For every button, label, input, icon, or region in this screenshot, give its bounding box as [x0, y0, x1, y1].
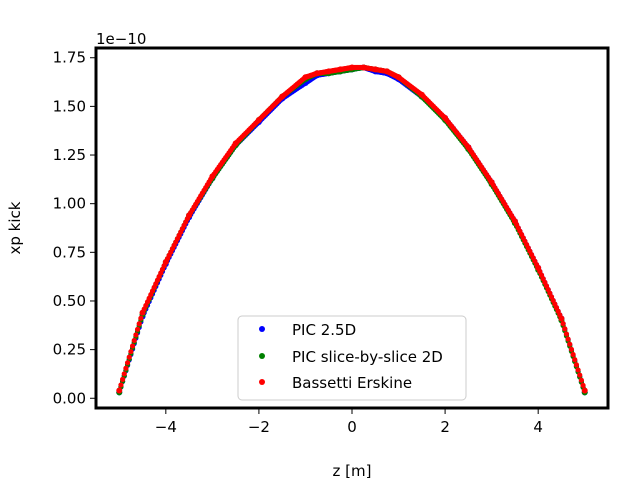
trace-dot	[563, 331, 570, 337]
data-point	[442, 115, 449, 122]
trace-dot	[570, 351, 576, 358]
trace-dot	[118, 382, 124, 388]
y-tick-label: 0.50	[53, 292, 86, 310]
trace-dot	[126, 354, 132, 360]
legend-label-pic-2-5d: PIC 2.5D	[292, 321, 356, 339]
trace-dot	[572, 357, 578, 363]
data-point	[302, 74, 309, 81]
y-tick-label: 0.75	[53, 243, 86, 261]
data-point	[255, 117, 262, 123]
data-point	[279, 93, 286, 100]
y-axis-label: xp kick	[6, 201, 24, 254]
trace-dot	[124, 360, 131, 366]
data-point	[360, 64, 367, 71]
y-tick-label: 1.50	[53, 97, 86, 115]
trace-dot	[578, 377, 585, 383]
trace-dot	[123, 365, 129, 371]
data-point	[209, 173, 216, 180]
data-point	[465, 144, 472, 151]
data-point	[337, 66, 344, 73]
trace-dot	[131, 337, 137, 344]
data-point	[558, 315, 565, 322]
data-point	[535, 264, 542, 271]
trace-dot	[120, 376, 126, 382]
data-point	[581, 387, 588, 394]
trace-dot	[562, 326, 568, 332]
trace-dot	[129, 343, 136, 349]
series-bassetti-erskine	[116, 64, 588, 394]
data-point	[314, 70, 321, 77]
data-point	[383, 68, 390, 75]
x-tick-label: 2	[440, 418, 450, 436]
x-axis-label: z [m]	[333, 462, 372, 480]
y-tick-label: 1.25	[53, 146, 86, 164]
x-tick-label: −2	[248, 418, 270, 436]
legend-marker-pic-slice-by-slice-2d	[259, 353, 265, 359]
legend-label-pic-slice-by-slice-2d: PIC slice-by-slice 2D	[292, 348, 443, 366]
y-tick-label: 0.00	[53, 389, 86, 407]
data-point	[372, 66, 379, 73]
trace-dot	[567, 341, 573, 347]
trace-dot	[573, 362, 580, 368]
trace-dot	[134, 326, 141, 332]
x-axis: −4 −2 0 2 4	[155, 408, 543, 436]
trace-dot	[128, 348, 134, 355]
x-tick-label: 0	[347, 418, 357, 436]
data-point	[511, 218, 518, 225]
data-point	[418, 91, 425, 98]
trace-dot	[133, 332, 139, 338]
y-tick-label: 1.75	[53, 49, 86, 67]
trace-dot	[138, 315, 144, 321]
legend-marker-bassetti-erskine	[259, 379, 265, 385]
legend: PIC 2.5D PIC slice-by-slice 2D Bassetti …	[237, 315, 467, 401]
data-point	[186, 212, 193, 219]
trace-dot	[568, 346, 575, 352]
data-point	[325, 68, 332, 75]
data-point	[139, 309, 146, 316]
y-tick-label: 0.25	[53, 341, 86, 359]
trace-dot	[121, 371, 127, 377]
series-layer	[116, 64, 588, 396]
y-axis: 0.00 0.25 0.50 0.75 1.00 1.25 1.50 1.75	[53, 49, 96, 407]
data-point	[232, 140, 239, 147]
data-point	[488, 179, 495, 186]
trace-dot	[565, 336, 571, 342]
trace-dot	[560, 321, 566, 327]
trace-dot	[575, 367, 581, 373]
legend-marker-pic-2-5d	[259, 326, 265, 332]
trace-dot	[136, 321, 142, 327]
data-point	[349, 64, 355, 71]
data-point	[162, 259, 169, 266]
legend-box	[237, 315, 467, 401]
trace-dot	[577, 372, 583, 378]
x-tick-label: −4	[155, 418, 177, 436]
y-tick-label: 1.00	[53, 195, 86, 213]
trace-dot	[580, 382, 586, 388]
x-tick-label: 4	[533, 418, 543, 436]
legend-label-bassetti-erskine: Bassetti Erskine	[292, 374, 412, 392]
y-offset-label: 1e−10	[96, 30, 146, 48]
data-point	[395, 74, 402, 81]
data-point	[116, 387, 123, 394]
